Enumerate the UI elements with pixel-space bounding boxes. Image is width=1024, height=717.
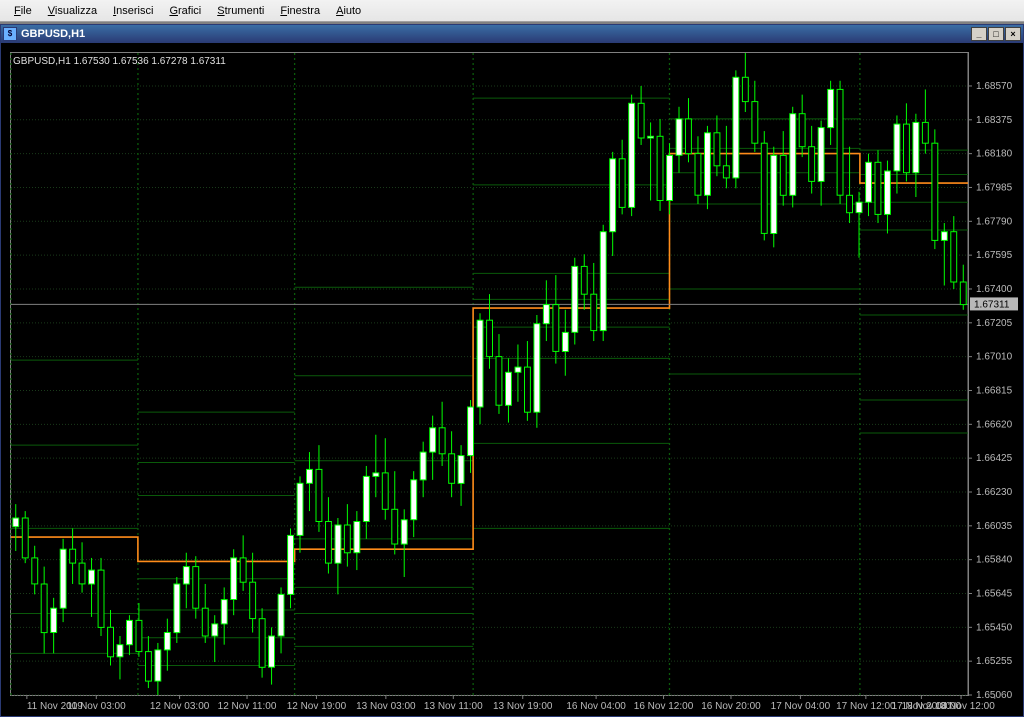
menu-strumenti[interactable]: Strumenti — [209, 3, 272, 19]
svg-text:1.67400: 1.67400 — [976, 284, 1013, 295]
chart-svg[interactable]: 1.650601.652551.654501.656451.658401.660… — [3, 45, 1023, 715]
svg-text:16 Nov 12:00: 16 Nov 12:00 — [634, 701, 694, 712]
svg-text:1.66425: 1.66425 — [976, 453, 1013, 464]
menu-bar: File Visualizza Inserisci Grafici Strume… — [0, 0, 1024, 22]
svg-text:17 Nov 04:00: 17 Nov 04:00 — [771, 701, 831, 712]
svg-text:16 Nov 04:00: 16 Nov 04:00 — [566, 701, 626, 712]
maximize-button[interactable]: □ — [988, 27, 1004, 41]
svg-text:12 Nov 11:00: 12 Nov 11:00 — [218, 701, 277, 712]
svg-text:11 Nov 03:00: 11 Nov 03:00 — [67, 701, 126, 712]
svg-text:1.67010: 1.67010 — [976, 352, 1013, 363]
minimize-button[interactable]: _ — [971, 27, 987, 41]
menu-file[interactable]: File — [6, 3, 40, 19]
svg-text:1.66230: 1.66230 — [976, 487, 1013, 498]
svg-text:1.66620: 1.66620 — [976, 419, 1013, 430]
svg-text:1.65645: 1.65645 — [976, 588, 1013, 599]
menu-finestra[interactable]: Finestra — [272, 3, 328, 19]
svg-text:1.67985: 1.67985 — [976, 182, 1013, 193]
menu-visualizza[interactable]: Visualizza — [40, 3, 105, 19]
svg-text:GBPUSD,H1 1.67530 1.67536 1.6: GBPUSD,H1 1.67530 1.67536 1.67278 1.6731… — [13, 56, 226, 67]
svg-text:1.65255: 1.65255 — [976, 656, 1013, 667]
close-button[interactable]: × — [1005, 27, 1021, 41]
svg-text:13 Nov 11:00: 13 Nov 11:00 — [424, 701, 483, 712]
svg-text:1.67790: 1.67790 — [976, 216, 1013, 227]
svg-text:1.68180: 1.68180 — [976, 149, 1013, 160]
title-bar[interactable]: $ GBPUSD,H1 _ □ × — [1, 25, 1023, 43]
svg-text:13 Nov 03:00: 13 Nov 03:00 — [356, 701, 416, 712]
svg-text:1.67311: 1.67311 — [974, 299, 1010, 310]
window-title: GBPUSD,H1 — [21, 28, 971, 40]
chart-window: $ GBPUSD,H1 _ □ × 1.650601.652551.654501… — [0, 24, 1024, 717]
mdi-client: $ GBPUSD,H1 _ □ × 1.650601.652551.654501… — [0, 22, 1024, 717]
menu-inserisci[interactable]: Inserisci — [105, 3, 161, 19]
svg-text:1.68375: 1.68375 — [976, 115, 1013, 126]
svg-text:1.67205: 1.67205 — [976, 318, 1013, 329]
chart-canvas[interactable]: 1.650601.652551.654501.656451.658401.660… — [3, 45, 1023, 715]
svg-text:1.67595: 1.67595 — [976, 250, 1013, 261]
svg-text:1.65840: 1.65840 — [976, 555, 1013, 566]
svg-text:17 Nov 12:00: 17 Nov 12:00 — [836, 701, 896, 712]
svg-text:1.66035: 1.66035 — [976, 521, 1013, 532]
svg-text:1.65450: 1.65450 — [976, 622, 1013, 633]
svg-text:12 Nov 03:00: 12 Nov 03:00 — [150, 701, 210, 712]
svg-text:13 Nov 19:00: 13 Nov 19:00 — [493, 701, 553, 712]
svg-text:1.68570: 1.68570 — [976, 81, 1013, 92]
window-icon: $ — [3, 27, 17, 41]
svg-text:18 Nov 12:00: 18 Nov 12:00 — [935, 701, 995, 712]
menu-grafici[interactable]: Grafici — [161, 3, 209, 19]
menu-aiuto[interactable]: Aiuto — [328, 3, 369, 19]
svg-text:1.66815: 1.66815 — [976, 385, 1013, 396]
svg-text:12 Nov 19:00: 12 Nov 19:00 — [287, 701, 347, 712]
svg-text:16 Nov 20:00: 16 Nov 20:00 — [701, 701, 761, 712]
